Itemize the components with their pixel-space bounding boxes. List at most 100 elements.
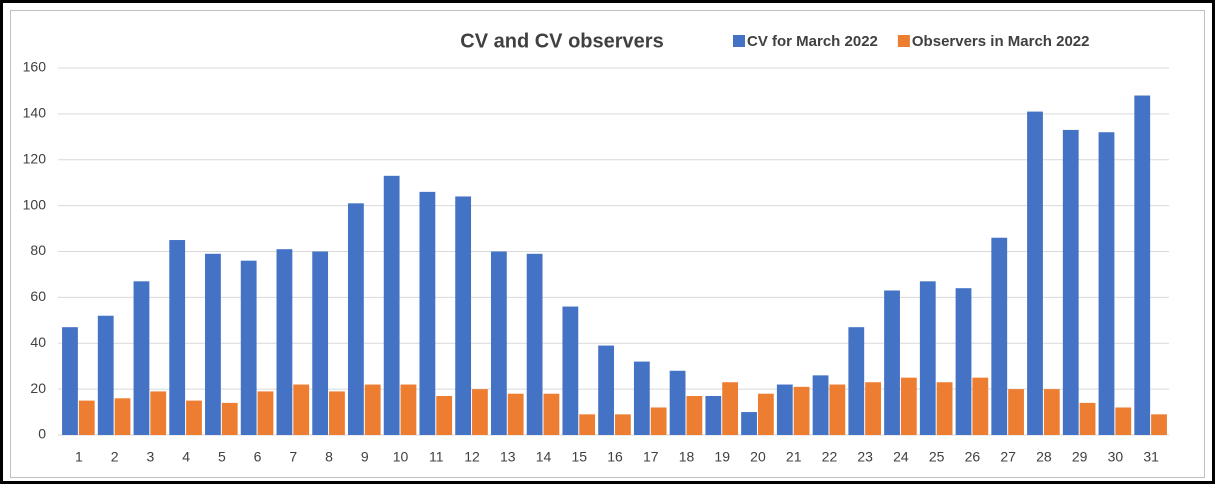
- bar: [455, 196, 472, 435]
- bar: [419, 191, 436, 435]
- bar: [669, 370, 686, 435]
- x-tick-label: 15: [571, 449, 587, 465]
- y-tick-label: 0: [38, 426, 46, 442]
- x-tick-label: 21: [786, 449, 802, 465]
- x-tick-label: 7: [289, 449, 297, 465]
- bar: [312, 251, 329, 435]
- bar: [436, 396, 453, 435]
- x-tick-label: 2: [111, 449, 119, 465]
- bar: [97, 315, 114, 435]
- bar: [1008, 389, 1024, 435]
- bar: [205, 253, 221, 435]
- bar: [972, 377, 989, 435]
- bar: [472, 389, 488, 435]
- bar: [1062, 129, 1079, 435]
- x-tick-label: 25: [929, 449, 945, 465]
- bar: [848, 327, 865, 435]
- bar: [169, 240, 186, 435]
- bar: [526, 253, 543, 435]
- y-tick-label: 40: [30, 334, 46, 350]
- bar: [579, 414, 596, 435]
- bar: [829, 384, 846, 435]
- bar: [598, 345, 614, 435]
- bar: [686, 396, 703, 435]
- x-tick-label: 17: [643, 449, 659, 465]
- x-tick-label: 5: [218, 449, 226, 465]
- bar: [257, 391, 274, 435]
- y-tick-label: 60: [30, 288, 46, 304]
- bar: [400, 384, 417, 435]
- bar: [741, 412, 757, 435]
- bar: [1134, 95, 1151, 436]
- y-tick-label: 20: [30, 380, 46, 396]
- bar: [293, 384, 310, 435]
- legend-label: Observers in March 2022: [912, 33, 1090, 50]
- x-tick-label: 30: [1108, 449, 1124, 465]
- bar: [615, 414, 631, 435]
- bar: [865, 382, 881, 435]
- bar: [276, 249, 293, 435]
- bar: [62, 327, 78, 435]
- x-tick-label: 19: [714, 449, 730, 465]
- legend-label: CV for March 2022: [747, 33, 878, 50]
- x-tick-label: 29: [1072, 449, 1088, 465]
- y-tick-label: 160: [23, 59, 47, 75]
- bar: [562, 306, 579, 435]
- bar: [221, 402, 238, 435]
- x-tick-label: 24: [893, 449, 909, 465]
- x-tick-label: 1: [75, 449, 83, 465]
- legend-swatch: [897, 35, 910, 47]
- bar: [776, 384, 793, 435]
- x-tick-label: 14: [536, 449, 552, 465]
- bar: [150, 391, 167, 435]
- chart-title: CV and CV observers: [460, 30, 663, 52]
- bar: [1027, 111, 1043, 436]
- bar: [364, 384, 381, 435]
- bar: [955, 288, 972, 435]
- bar: [633, 361, 650, 435]
- x-tick-label: 22: [822, 449, 838, 465]
- x-tick-label: 4: [182, 449, 190, 465]
- y-tick-label: 140: [23, 105, 47, 121]
- x-tick-label: 18: [679, 449, 695, 465]
- bar: [78, 400, 95, 435]
- bar: [884, 290, 900, 435]
- x-tick-label: 26: [965, 449, 981, 465]
- x-tick-label: 12: [464, 449, 480, 465]
- x-tick-label: 13: [500, 449, 516, 465]
- bar: [490, 251, 507, 435]
- x-tick-label: 20: [750, 449, 766, 465]
- legend: CV for March 2022 Observers in March 2022: [733, 33, 1090, 50]
- bar: [991, 237, 1008, 435]
- bar: [650, 407, 667, 435]
- x-tick-label: 16: [607, 449, 623, 465]
- x-tick-label: 3: [146, 449, 154, 465]
- bar: [900, 377, 917, 435]
- x-tick-label: 10: [393, 449, 409, 465]
- bar: [793, 386, 810, 435]
- bar: [705, 396, 722, 435]
- bar: [348, 203, 364, 435]
- legend-swatch: [733, 35, 745, 47]
- bar: [114, 398, 131, 435]
- x-tick-label: 27: [1000, 449, 1016, 465]
- chart-border: [10, 10, 1205, 478]
- x-tick-label: 6: [254, 449, 262, 465]
- bar: [186, 400, 202, 435]
- y-tick-label: 100: [23, 196, 47, 212]
- x-tick-label: 11: [429, 449, 444, 465]
- bar: [543, 393, 560, 435]
- bar: [133, 281, 150, 435]
- bar: [757, 393, 774, 435]
- x-tick-label: 8: [325, 449, 333, 465]
- x-tick-label: 23: [857, 449, 873, 465]
- bar: [936, 382, 953, 435]
- bar: [1043, 389, 1060, 435]
- bar: [507, 393, 524, 435]
- y-tick-label: 80: [30, 242, 46, 258]
- bar: [1098, 132, 1115, 435]
- x-tick-label: 31: [1143, 449, 1159, 465]
- bar: [240, 260, 257, 435]
